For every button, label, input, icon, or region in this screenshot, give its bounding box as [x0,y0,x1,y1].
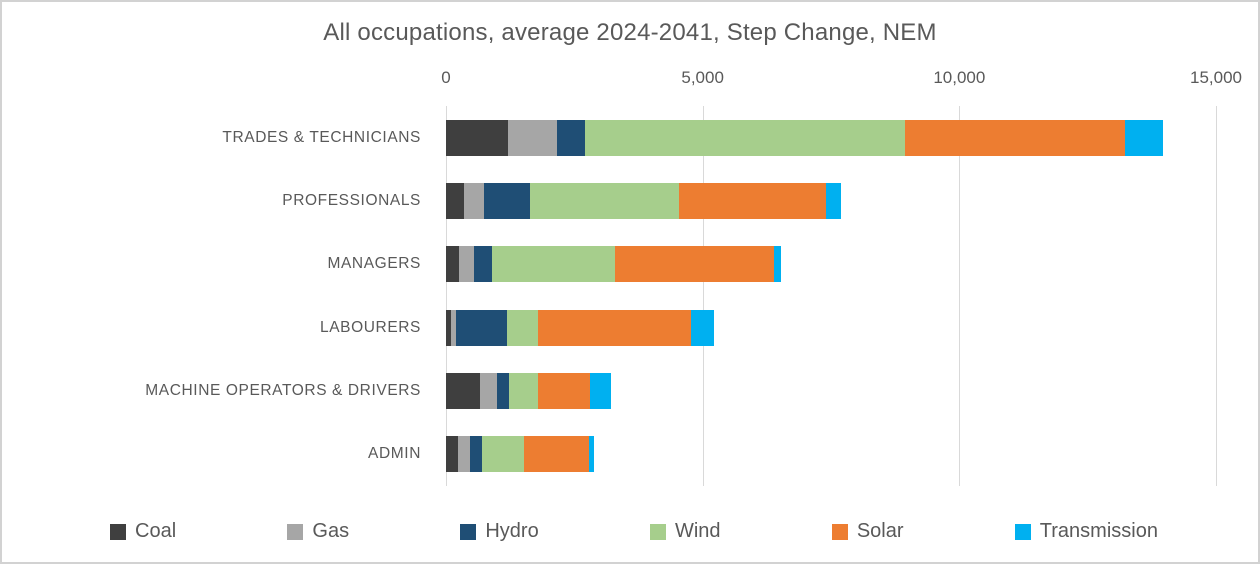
plot-area [446,106,1217,486]
category-label: TRADES & TECHNICIANS [222,128,421,146]
bar-segment-solar [614,246,774,283]
bar-row [446,233,1216,296]
legend-item-gas: Gas [287,520,349,543]
bar-segment-transmission [773,246,781,283]
category-label: LABOURERS [319,318,421,336]
category-axis: TRADES & TECHNICIANS PROFESSIONALS MANAGER… [2,106,434,486]
axis-tick-label: 5,000 [681,68,724,87]
x-axis: 0 5,000 10,000 15,000 [441,68,1242,92]
gridline [446,106,447,486]
bar-row [446,106,1216,169]
bar-segment-solar [678,182,827,219]
stacked-bar [446,309,1216,346]
gridline [959,106,961,486]
category-label: MANAGERS [327,255,421,273]
legend-label: Coal [135,520,177,542]
legend-item-transmission: Transmission [1014,520,1158,543]
legend-label: Gas [312,520,350,542]
axis-tick-label: 10,000 [933,68,986,87]
bar-row [446,296,1216,359]
bar-segment-solar [905,119,1125,156]
bar-segment-coal [446,182,465,219]
axis-tick-label: 15,000 [1190,68,1242,87]
bar-row [446,169,1216,232]
bar-segment-wind [529,182,679,219]
bar-segment-gas [459,246,474,283]
chart-title: All occupations, average 2024-2041, Step… [323,19,937,46]
bar-segment-wind [585,119,906,156]
bar-segment-wind [491,246,615,283]
bar-segment-gas [507,119,558,156]
bar-segment-wind [482,436,524,473]
bar-segment-gas [480,372,497,409]
bar-segment-wind [509,372,539,409]
legend-swatch-icon [831,523,848,540]
bar-segment-coal [446,309,452,346]
axis-tick-label: 0 [441,68,451,87]
legend-item-hydro: Hydro [460,520,539,543]
bar-segment-transmission [826,182,842,219]
legend-swatch-icon [649,523,666,540]
stacked-bar [446,436,1216,473]
bar-segment-hydro [496,372,510,409]
bar-segment-hydro [470,436,483,473]
stacked-bar [446,182,1216,219]
bar-segment-hydro [483,182,530,219]
legend-item-coal: Coal [110,520,176,543]
bar-segment-wind [506,309,538,346]
legend: Coal Gas Hydro Wind Solar Transmission [2,520,1258,543]
bar-segment-coal [446,436,458,473]
bar-segment-gas [451,309,456,346]
bar-segment-coal [446,246,460,283]
legend-item-solar: Solar [831,520,904,543]
bar-segment-solar [523,436,590,473]
bar-segment-coal [446,119,508,156]
bar-segment-gas [464,182,484,219]
gridline [1216,106,1217,486]
legend-item-wind: Wind [649,520,721,543]
category-label: MACHINE OPERATORS & DRIVERS [145,381,421,399]
gridline [702,106,704,486]
bars [446,106,1216,486]
bar-segment-hydro [473,246,492,283]
legend-swatch-icon [1014,523,1031,540]
stacked-bar [446,119,1216,156]
stacked-bar [446,246,1216,283]
legend-label: Hydro [485,520,539,542]
bar-segment-solar [538,372,591,409]
legend-swatch-icon [287,523,304,540]
legend-label: Solar [856,520,904,542]
bar-segment-transmission [590,372,611,409]
bar-segment-hydro [455,309,507,346]
stacked-bar [446,372,1216,409]
legend-label: Wind [674,520,721,542]
legend-swatch-icon [460,523,477,540]
bar-segment-coal [446,372,481,409]
bar-segment-transmission [589,436,594,473]
legend-swatch-icon [110,523,126,540]
category-label: ADMIN [368,445,421,463]
legend-label: Transmission [1039,520,1158,542]
bar-row [446,359,1216,422]
bar-segment-transmission [690,309,714,346]
bar-segment-solar [537,309,691,346]
category-label: PROFESSIONALS [282,191,421,209]
bar-segment-gas [457,436,471,473]
bar-segment-hydro [557,119,586,156]
bar-row [446,423,1216,486]
bar-segment-transmission [1124,119,1163,156]
